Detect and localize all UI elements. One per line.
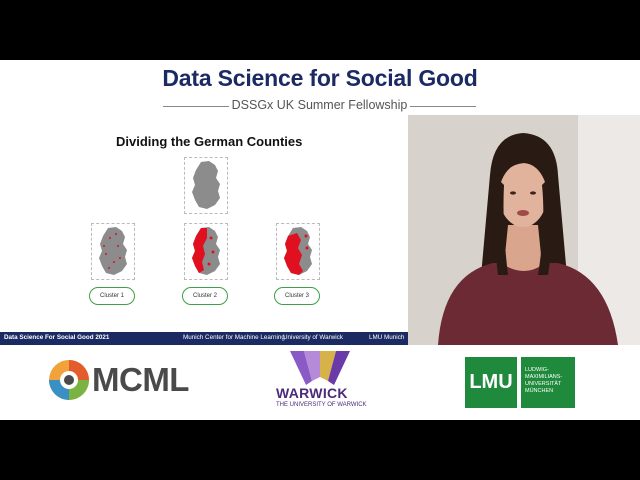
subtitle-row: DSSGx UK Summer Fellowship	[163, 98, 476, 114]
letterbox-bottom	[0, 420, 640, 480]
cluster-1-button[interactable]: Cluster 1	[89, 287, 135, 305]
germany-map-cluster-2	[184, 223, 228, 280]
subtitle-rule-right	[410, 106, 476, 107]
lmu-name-box: LUDWIG- MAXIMILIANS- UNIVERSITÄT MÜNCHEN	[521, 357, 575, 408]
germany-map-cluster-1	[91, 223, 135, 280]
mcml-logo-text: MCML	[92, 361, 189, 398]
lmu-logo-subtext: LUDWIG- MAXIMILIANS- UNIVERSITÄT MÜNCHEN	[525, 367, 563, 394]
warwick-logo-subtext: THE UNIVERSITY OF WARWICK	[276, 402, 367, 408]
footer-warwick: University of Warwick	[283, 334, 343, 341]
letterbox-top	[0, 0, 640, 60]
lmu-logo-box: LMU	[465, 357, 517, 408]
warwick-logo-text: WARWICK	[276, 385, 348, 401]
presenter-webcam	[408, 115, 640, 345]
cluster-2-button[interactable]: Cluster 2	[182, 287, 228, 305]
lmu-logo-text: LMU	[469, 371, 513, 393]
page-title: Data Science for Social Good	[162, 65, 478, 91]
subtitle: DSSGx UK Summer Fellowship	[231, 98, 408, 112]
footer-lmu: LMU Munich	[369, 334, 405, 341]
subtitle-rule-left	[163, 106, 229, 107]
warwick-emblem-icon	[290, 351, 350, 385]
germany-map-cluster-3	[276, 223, 320, 280]
slide-heading: Dividing the German Counties	[116, 134, 303, 149]
video-frame: Data Science for Social Good DSSGx UK Su…	[0, 60, 640, 420]
mcml-emblem-icon	[49, 360, 89, 400]
slide-footer: Data Science For Social Good 2021 Munich…	[0, 332, 408, 345]
sponsor-logos: MCML WARWICK THE UNIVERSITY OF WARWICK L…	[0, 345, 640, 420]
footer-left: Data Science For Social Good 2021	[4, 334, 110, 341]
germany-map-full	[184, 157, 228, 214]
footer-mcml: Munich Center for Machine Learning	[183, 334, 285, 341]
cluster-3-button[interactable]: Cluster 3	[274, 287, 320, 305]
